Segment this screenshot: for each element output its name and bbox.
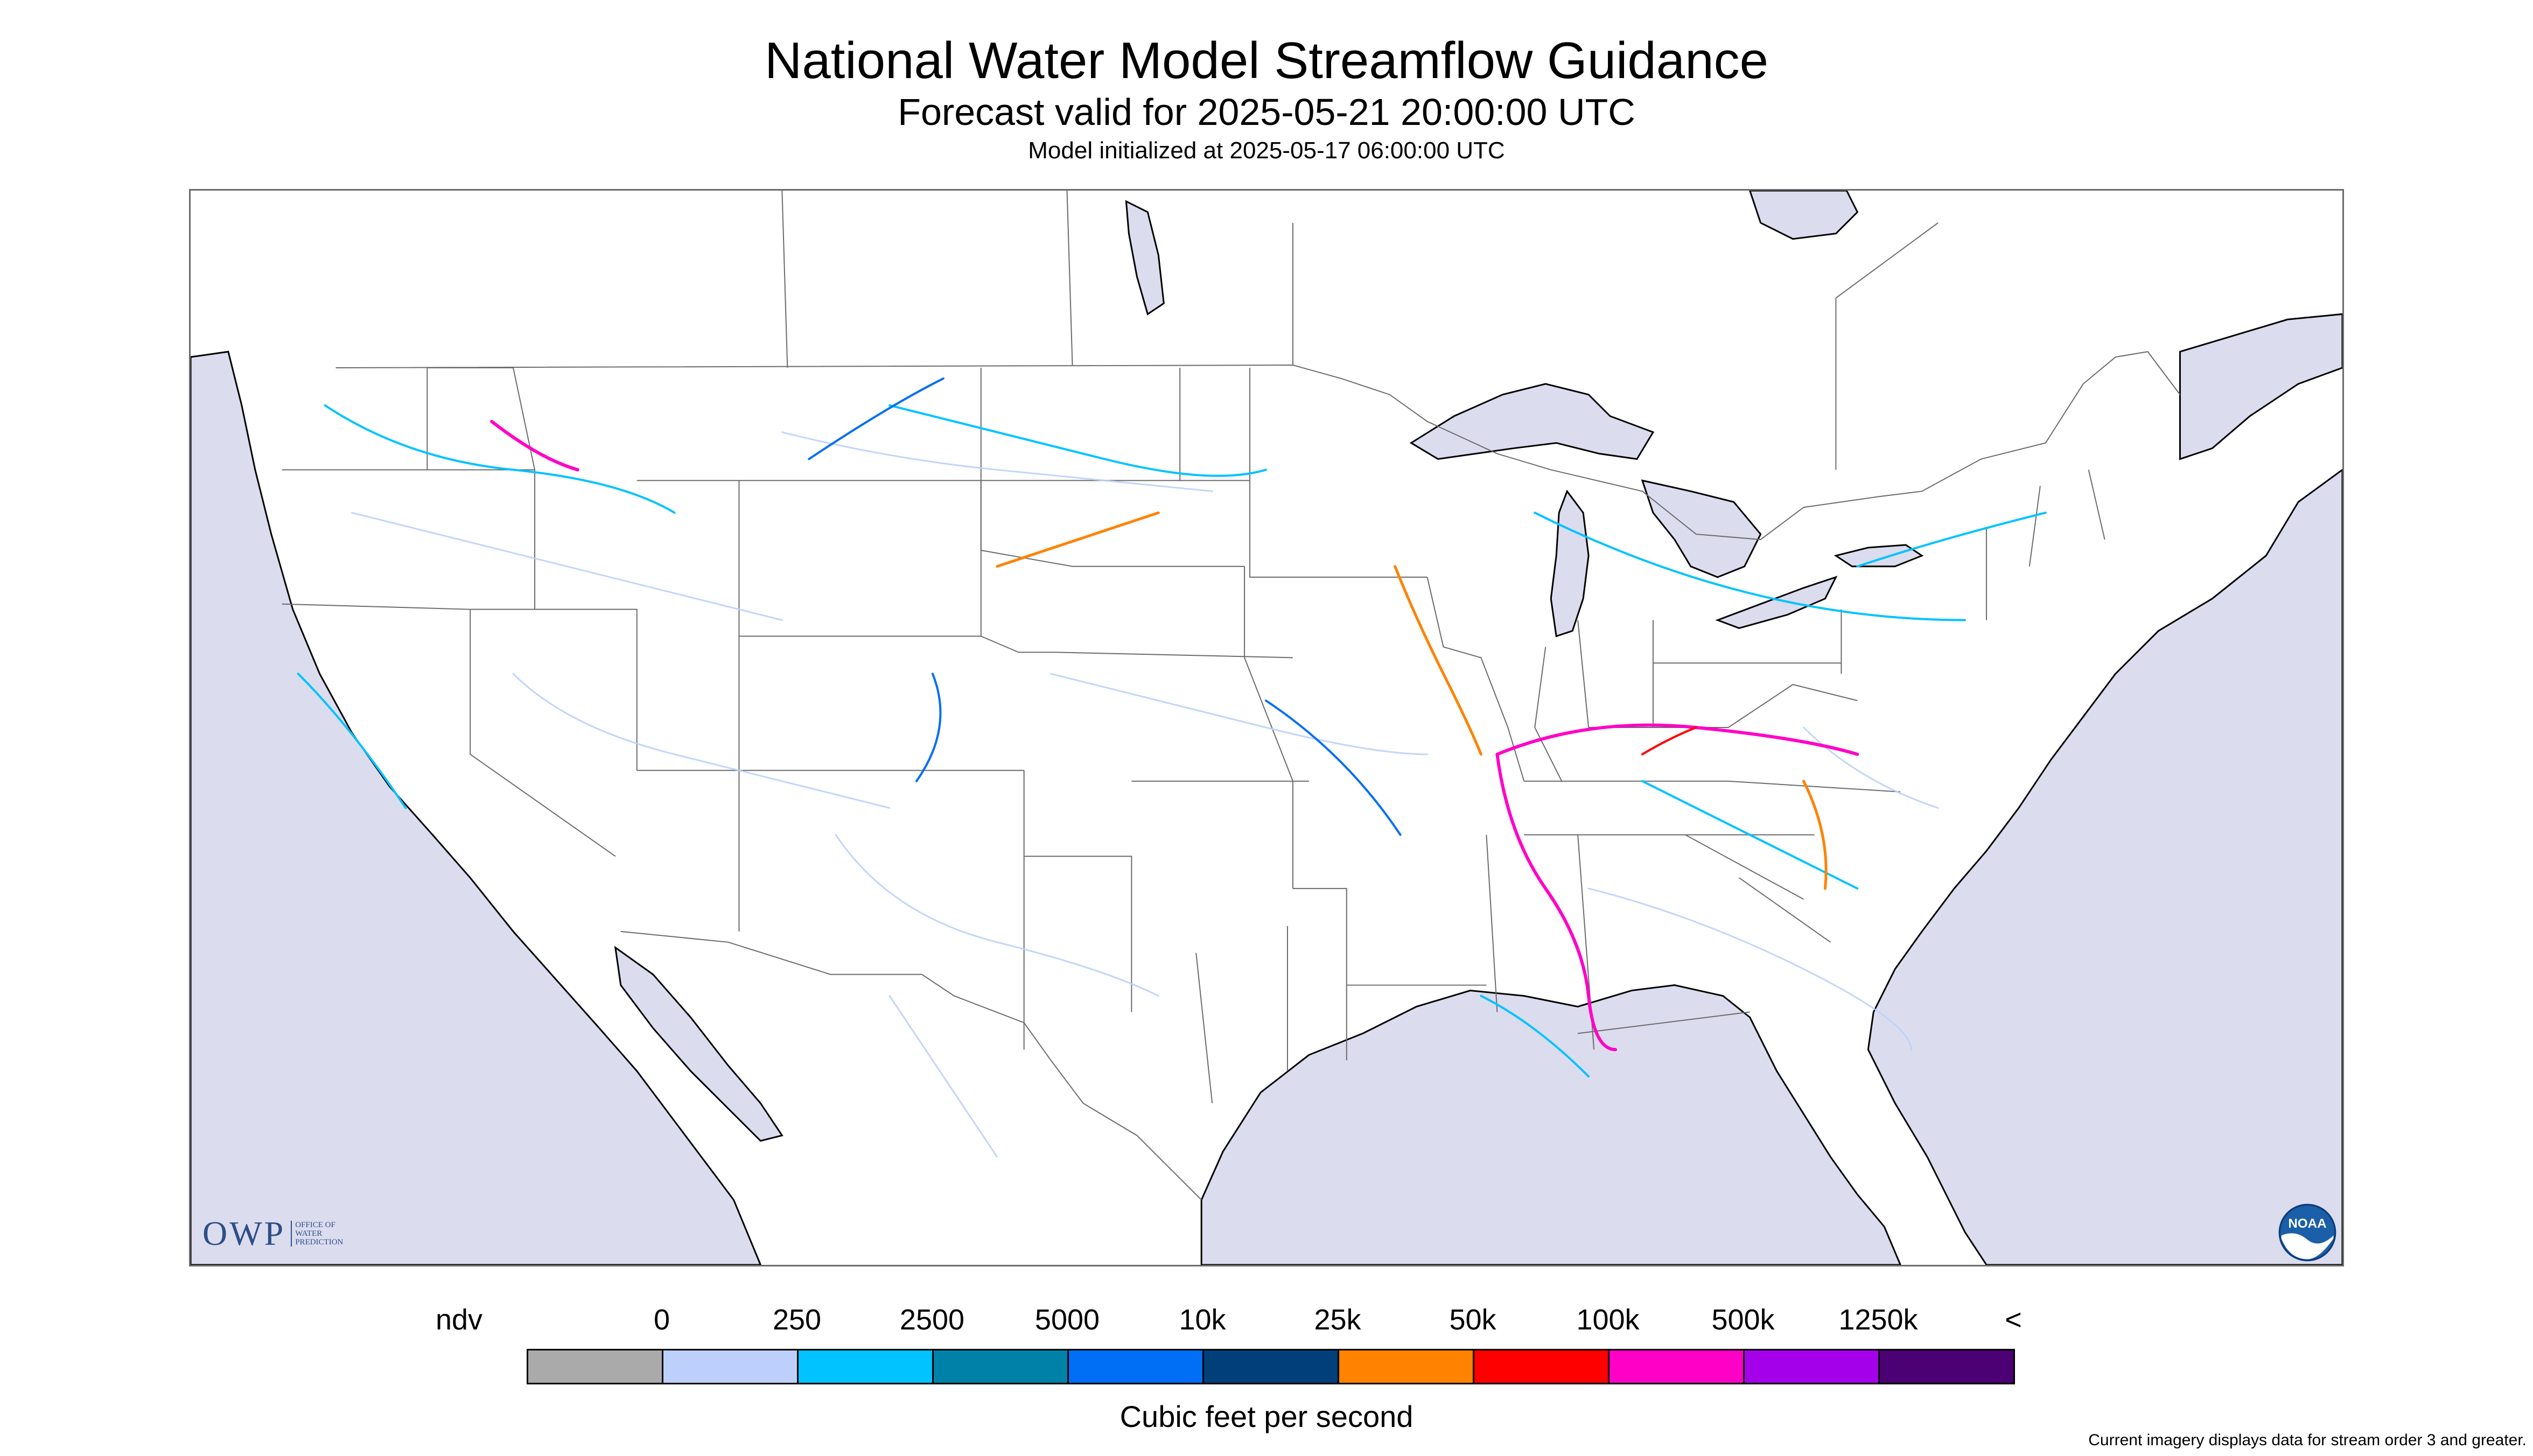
legend-swatch	[1878, 1349, 2015, 1384]
lake-huron	[1641, 479, 1762, 578]
legend-label: <	[2005, 1304, 2022, 1336]
forecast-valid-subtitle: Forecast valid for 2025-05-21 20:00:00 U…	[898, 91, 1635, 133]
legend-swatch	[1338, 1349, 1474, 1384]
legend-swatch	[1473, 1349, 1610, 1384]
legend-label: 2500	[899, 1304, 965, 1336]
legend-swatch	[1067, 1349, 1204, 1384]
water-bodies	[191, 191, 2342, 1265]
legend-label: 25k	[1314, 1304, 1361, 1336]
legend-label: ndv	[435, 1304, 483, 1336]
legend-label: 10k	[1179, 1304, 1226, 1336]
legend-title: Cubic feet per second	[1119, 1399, 1414, 1433]
streamflow-map[interactable]: OWP Office of Water Prediction NOAA	[189, 189, 2344, 1266]
gulf-of-mexico	[1200, 984, 1901, 1265]
gulf-of-california	[614, 946, 783, 1142]
lake-ontario	[1834, 544, 1924, 568]
lake-michigan	[1550, 489, 1590, 638]
legend-swatch	[932, 1349, 1069, 1384]
legend-label: 50k	[1449, 1304, 1496, 1336]
lake-erie	[1715, 576, 1838, 629]
us-mexico-border	[620, 930, 1202, 1201]
legend-swatch	[662, 1349, 799, 1384]
owp-logo: OWP Office of Water Prediction	[202, 1214, 343, 1254]
color-legend: ndv 0 250 2500 5000 10k 25k 50k 100k 500k 1250k <	[0, 1287, 2533, 1395]
legend-label: 0	[653, 1304, 670, 1336]
legend-swatch	[527, 1349, 663, 1384]
us-canada-border	[335, 351, 2181, 541]
noaa-logo: NOAA	[2278, 1203, 2336, 1262]
owp-logo-subtext: Office of Water Prediction	[291, 1221, 343, 1247]
map-canvas	[191, 191, 2342, 1265]
pacific-ocean	[191, 351, 762, 1265]
legend-label: 100k	[1576, 1304, 1640, 1336]
legend-swatch	[1608, 1349, 1745, 1384]
legend-swatch	[1202, 1349, 1339, 1384]
rivers	[297, 377, 2047, 1158]
legend-label: 1250k	[1838, 1304, 1918, 1336]
legend-label: 500k	[1711, 1304, 1775, 1336]
legend-swatch	[797, 1349, 934, 1384]
svg-text:NOAA: NOAA	[2288, 1216, 2326, 1231]
political-boundaries	[282, 191, 2181, 1201]
legend-swatch	[1743, 1349, 1880, 1384]
atlantic-ocean	[1867, 468, 2342, 1265]
legend-label: 250	[772, 1304, 822, 1336]
lake-superior	[1409, 383, 1655, 460]
gulf-st-lawrence	[2179, 313, 2342, 460]
model-init-subtitle: Model initialized at 2025-05-17 06:00:00…	[1028, 137, 1505, 164]
lake-winnipeg	[1125, 200, 1165, 316]
owp-logo-text: OWP	[202, 1214, 286, 1252]
hudson-bay	[1749, 191, 1859, 240]
footnote: Current imagery displays data for stream…	[2088, 1431, 2527, 1449]
legend-label: 5000	[1034, 1304, 1100, 1336]
page-title: National Water Model Streamflow Guidance	[765, 32, 1768, 89]
